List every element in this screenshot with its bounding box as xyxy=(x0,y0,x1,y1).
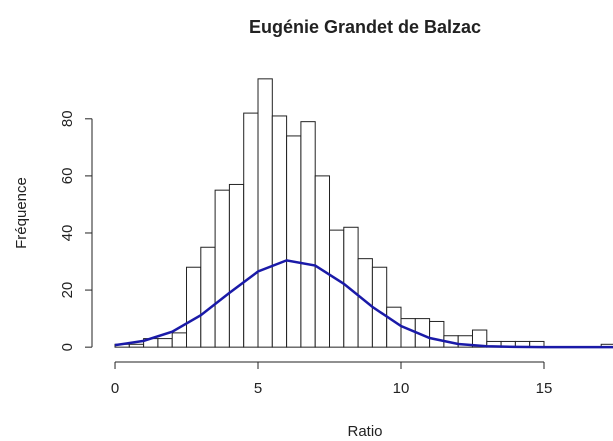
y-axis-label: Fréquence xyxy=(13,177,30,249)
bar xyxy=(429,320,445,348)
bar xyxy=(171,332,188,348)
bar xyxy=(471,329,488,348)
y-tick-label: 20 xyxy=(59,282,76,299)
x-tick-label: 0 xyxy=(111,380,119,397)
x-axis-label: Ratio xyxy=(347,423,382,440)
bar xyxy=(186,266,202,348)
bar xyxy=(243,112,259,348)
x-tick-label: 15 xyxy=(536,380,553,397)
bar xyxy=(357,258,373,348)
bar xyxy=(286,135,302,348)
bar xyxy=(386,306,402,348)
y-tick-label: 80 xyxy=(59,110,76,127)
bar xyxy=(300,121,316,348)
bar xyxy=(200,246,216,348)
y-tick-label: 40 xyxy=(59,225,76,242)
bar xyxy=(128,343,145,348)
x-tick-label: 10 xyxy=(393,380,410,397)
x-tick-label: 5 xyxy=(254,380,262,397)
bar xyxy=(214,189,230,348)
bar xyxy=(400,318,416,348)
y-tick-label: 0 xyxy=(59,343,76,351)
density-curve xyxy=(114,259,613,349)
bar xyxy=(343,226,359,348)
bar xyxy=(314,175,331,348)
bar xyxy=(271,115,288,348)
chart-title: Eugénie Grandet de Balzac xyxy=(249,17,481,37)
y-tick-label: 60 xyxy=(59,168,76,185)
bar xyxy=(257,78,273,348)
bar xyxy=(157,338,173,348)
bar xyxy=(329,229,345,348)
bar xyxy=(228,183,245,348)
